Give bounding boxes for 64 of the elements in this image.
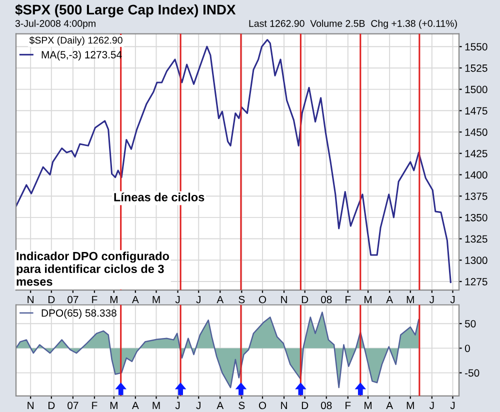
x-tick-label: M (152, 296, 160, 304)
x-tick-label: J (429, 402, 434, 410)
x-tick-label: M (406, 402, 414, 410)
x-tick-label: M (406, 296, 414, 304)
annotation: Indicador DPO configurado para identificar ciclos de 3 meses (16, 252, 170, 286)
x-tick-label: J (450, 402, 455, 410)
chart-subtitle: 3-Jul-2008 4:00pm (15, 20, 96, 29)
y-tick-label: 1475 (465, 107, 488, 115)
x-tick-label: M (364, 296, 372, 304)
x-tick-label: D (48, 296, 55, 304)
x-tick-label: J (196, 402, 200, 410)
x-tick-label: M (110, 296, 118, 304)
annotation: $SPX (Daily) 1262.90 (29, 36, 122, 46)
legend-label: DPO(65) 58.338 (42, 309, 116, 319)
x-tick-label: A (132, 296, 139, 304)
y-tick-label: 1350 (465, 214, 488, 222)
x-tick-label: N (281, 296, 287, 304)
x-tick-label: A (132, 402, 139, 410)
x-tick-label: 08 (320, 296, 332, 304)
x-tick-label: A (386, 402, 394, 410)
x-tick-label: N (281, 402, 287, 410)
x-tick-label: F (92, 402, 98, 410)
x-tick-label: 07 (68, 296, 78, 304)
x-tick-label: O (258, 402, 266, 410)
y-tick-label: 1325 (465, 235, 488, 243)
x-tick-label: J (429, 296, 434, 304)
y-tick-label: 1400 (465, 171, 488, 179)
y-tick-label: 1500 (465, 86, 488, 94)
annotation: Líneas de ciclos (114, 192, 204, 202)
x-tick-label: M (364, 402, 372, 410)
chart-title: $SPX (500 Large Cap Index) INDX (15, 4, 236, 18)
y-tick-label: 0 (464, 344, 470, 352)
y-tick-label: -50 (465, 369, 480, 377)
x-tick-label: A (216, 402, 224, 410)
x-tick-label: F (346, 402, 351, 410)
x-tick-label: S (238, 296, 245, 304)
x-tick-label: D (48, 402, 55, 410)
x-tick-label: J (196, 296, 200, 304)
y-tick-label: 50 (464, 320, 476, 328)
y-tick-label: 1300 (465, 256, 488, 264)
x-tick-label: M (110, 402, 118, 410)
y-tick-label: 1275 (465, 278, 488, 286)
x-tick-label: A (386, 296, 394, 304)
y-tick-label: 1450 (465, 128, 488, 136)
x-tick-label: S (238, 402, 245, 410)
x-tick-label: N (28, 296, 34, 304)
y-tick-label: 1525 (465, 64, 488, 72)
x-tick-label: D (302, 402, 308, 410)
x-tick-label: N (28, 402, 34, 410)
x-tick-label: J (175, 296, 180, 304)
x-tick-label: J (175, 402, 180, 410)
x-tick-label: 08 (320, 402, 332, 410)
y-tick-label: 1375 (465, 192, 488, 200)
x-tick-label: D (302, 296, 308, 304)
x-tick-label: J (450, 296, 455, 304)
x-tick-label: F (346, 296, 351, 304)
y-tick-label: 1550 (465, 43, 488, 50)
x-tick-label: M (152, 402, 160, 410)
x-tick-label: F (92, 296, 98, 304)
text: Last 1262.90 Volume 2.5B Chg +1.38 (+0.11%) (249, 20, 457, 29)
y-tick-label: 1425 (465, 150, 488, 158)
x-tick-label: O (258, 296, 266, 304)
x-tick-label: 07 (68, 402, 78, 410)
x-tick-label: A (216, 296, 224, 304)
